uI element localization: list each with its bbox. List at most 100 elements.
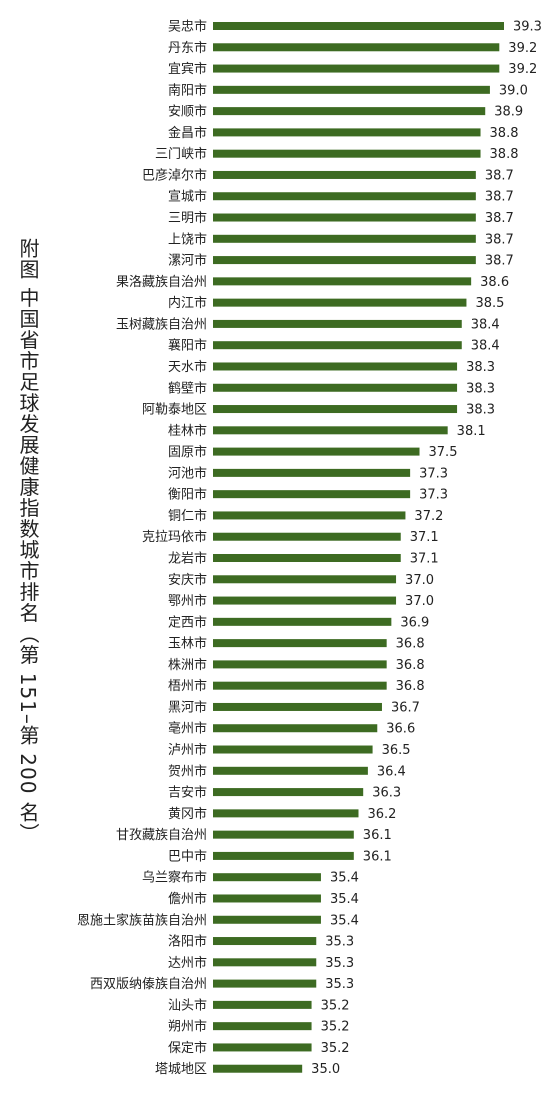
value-label: 37.5 <box>429 445 458 460</box>
category-label: 朔州市 <box>168 1019 207 1035</box>
value-label: 38.3 <box>466 403 495 418</box>
title-container: 附图 中国省市足球发展健康指数城市排名（第 151–第 200 名） <box>14 238 44 858</box>
value-label: 36.6 <box>386 722 415 737</box>
bar <box>213 575 397 584</box>
bar <box>213 809 359 818</box>
bar <box>213 958 317 967</box>
bar <box>213 213 476 222</box>
category-label: 吉安市 <box>168 785 207 801</box>
category-label: 襄阳市 <box>168 338 207 354</box>
bar <box>213 681 387 690</box>
bar <box>213 170 476 179</box>
bar <box>213 915 321 924</box>
value-label: 38.5 <box>475 296 504 311</box>
category-label: 恩施土家族苗族自治州 <box>77 912 207 928</box>
value-label: 38.6 <box>480 275 509 290</box>
bar <box>213 851 354 860</box>
value-label: 36.8 <box>396 679 425 694</box>
value-label: 36.9 <box>400 615 429 630</box>
value-label: 36.8 <box>396 658 425 673</box>
value-label: 38.7 <box>485 190 514 205</box>
bar <box>213 447 420 456</box>
value-label: 37.0 <box>405 594 434 609</box>
category-label: 贺州市 <box>168 763 207 779</box>
bar <box>213 702 382 711</box>
bar <box>213 894 321 903</box>
category-label: 桂林市 <box>168 423 207 439</box>
category-label: 汕头市 <box>168 997 207 1013</box>
bar <box>213 639 387 648</box>
value-label: 38.3 <box>466 360 495 375</box>
category-label: 鄂州市 <box>168 593 207 609</box>
value-label: 35.3 <box>325 977 354 992</box>
category-label: 河池市 <box>168 465 207 481</box>
category-label: 铜仁市 <box>168 508 207 524</box>
category-label: 安庆市 <box>168 572 207 588</box>
value-label: 36.4 <box>377 764 406 779</box>
value-label: 38.4 <box>471 317 500 332</box>
category-label: 漯河市 <box>168 253 207 269</box>
bar <box>213 234 476 243</box>
bar <box>213 362 458 371</box>
value-label: 38.3 <box>466 381 495 396</box>
bar <box>213 319 462 328</box>
category-label: 泸州市 <box>168 742 207 758</box>
category-label: 天水市 <box>168 359 207 375</box>
value-label: 35.2 <box>321 1020 350 1035</box>
value-label: 38.7 <box>485 232 514 247</box>
bar <box>213 43 500 52</box>
category-label: 内江市 <box>168 295 207 311</box>
bar <box>213 1043 312 1052</box>
value-label: 35.2 <box>321 998 350 1013</box>
category-label: 玉林市 <box>168 636 207 652</box>
bar <box>213 979 317 988</box>
bar <box>213 128 481 137</box>
category-label: 定西市 <box>168 614 207 630</box>
bar <box>213 724 378 733</box>
value-label: 35.3 <box>325 956 354 971</box>
bar <box>213 490 411 499</box>
value-label: 39.3 <box>513 20 542 35</box>
category-label: 丹东市 <box>168 40 207 56</box>
category-label: 阿勒泰地区 <box>142 403 207 418</box>
bar <box>213 383 458 392</box>
category-label: 巴彦淖尔市 <box>142 167 207 183</box>
bar <box>213 766 368 775</box>
category-label: 吴忠市 <box>168 19 207 35</box>
value-label: 35.0 <box>311 1062 340 1077</box>
bar <box>213 277 472 286</box>
category-label: 梧州市 <box>168 678 207 694</box>
bar <box>213 1000 312 1009</box>
category-label: 三门峡市 <box>155 146 207 162</box>
bar <box>213 341 462 350</box>
bar <box>213 873 321 882</box>
value-label: 38.9 <box>494 105 523 120</box>
value-label: 38.7 <box>485 168 514 183</box>
category-label: 洛阳市 <box>168 934 207 950</box>
value-label: 38.7 <box>485 254 514 269</box>
bar <box>213 617 392 626</box>
category-label: 衡阳市 <box>168 487 207 503</box>
bar <box>213 149 481 158</box>
bar <box>213 937 317 946</box>
bar <box>213 1064 303 1073</box>
chart-title: 附图 中国省市足球发展健康指数城市排名（第 151–第 200 名） <box>16 238 40 844</box>
value-label: 36.1 <box>363 828 392 843</box>
value-label: 35.4 <box>330 871 359 886</box>
category-label: 龙岩市 <box>168 551 207 567</box>
category-label: 儋州市 <box>168 891 207 907</box>
category-label: 保定市 <box>168 1040 207 1056</box>
bar <box>213 256 476 265</box>
value-label: 37.0 <box>405 573 434 588</box>
category-label: 上饶市 <box>168 231 207 247</box>
bar <box>213 192 476 201</box>
category-label: 安顺市 <box>168 104 207 120</box>
category-label: 克拉玛依市 <box>142 529 207 545</box>
bar <box>213 788 364 797</box>
bar <box>213 554 401 562</box>
category-label: 金昌市 <box>168 125 207 141</box>
value-label: 37.3 <box>419 466 448 481</box>
category-label: 乌兰察布市 <box>142 870 207 886</box>
value-label: 37.1 <box>410 530 439 545</box>
value-label: 36.1 <box>363 849 392 864</box>
